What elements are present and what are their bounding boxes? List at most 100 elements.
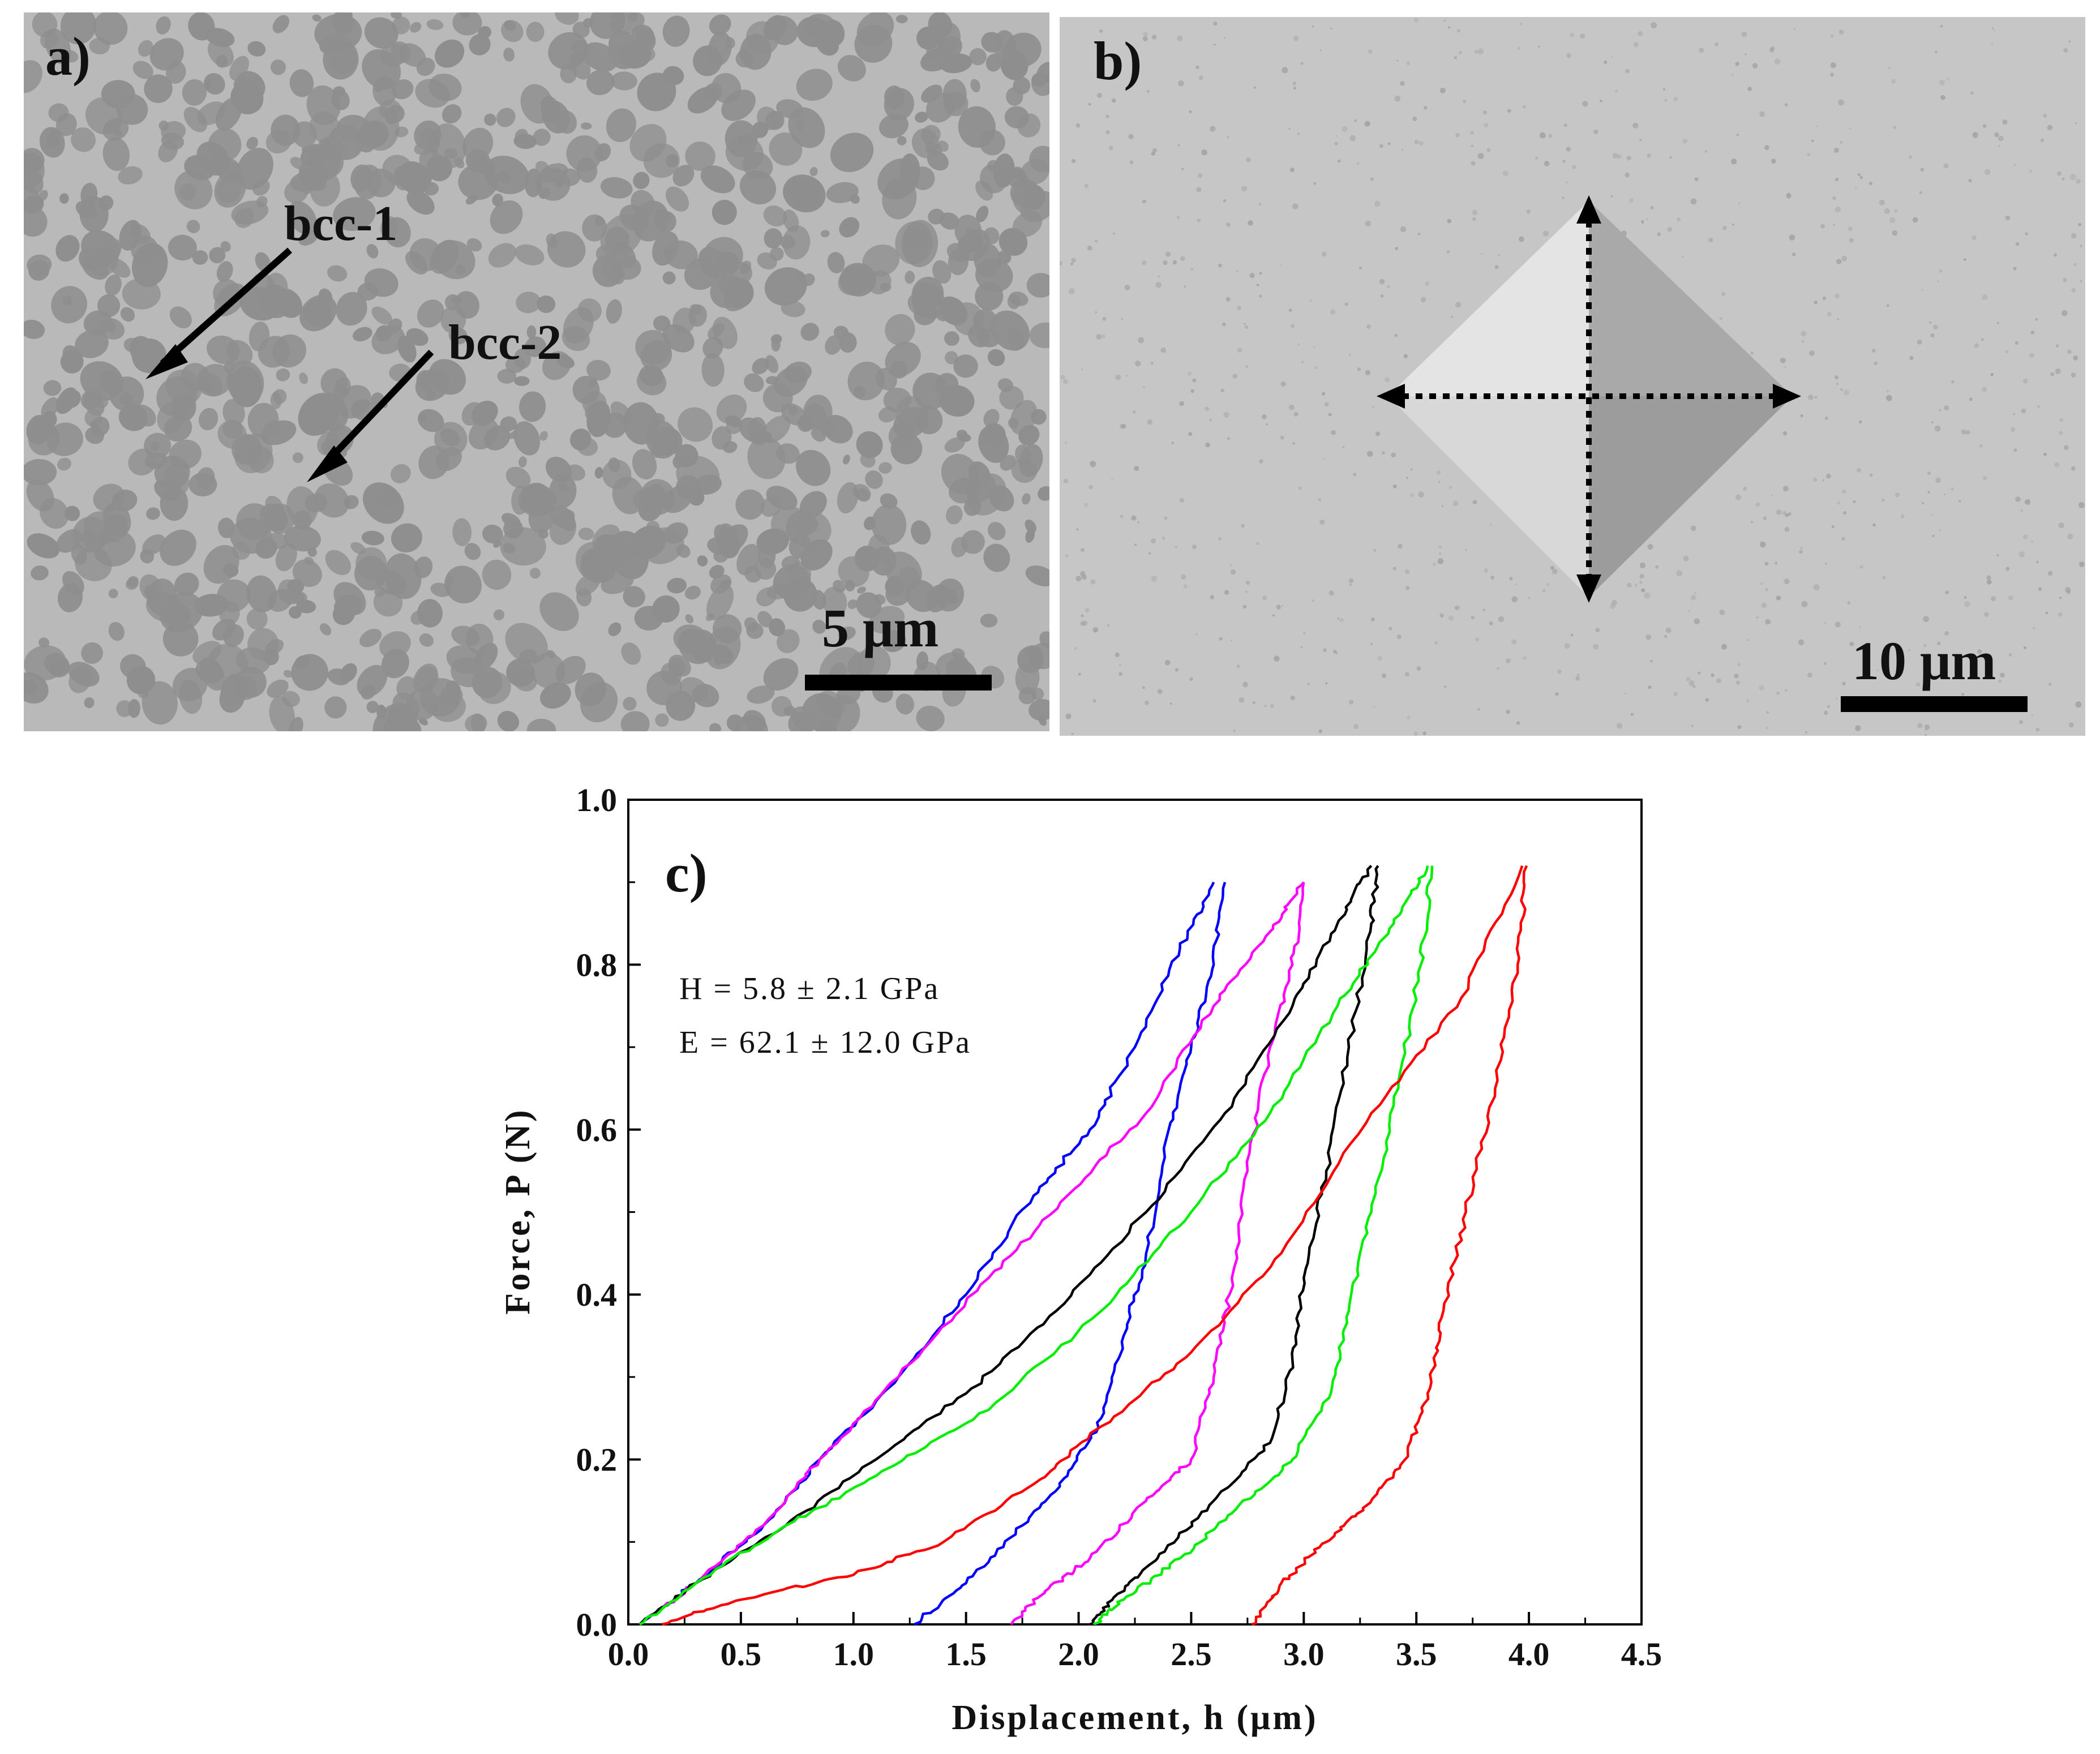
speckle <box>1552 569 1558 574</box>
y-axis-title: Force, P (N) <box>499 1108 537 1314</box>
particle <box>706 584 734 621</box>
speckle <box>1750 351 1754 355</box>
speckle <box>1576 674 1580 677</box>
speckle <box>1735 494 1742 500</box>
particle <box>222 419 243 439</box>
particle <box>271 114 301 146</box>
y-tick-label: 0.8 <box>576 946 618 983</box>
particle <box>768 618 786 637</box>
particle <box>169 306 192 329</box>
particle <box>980 614 998 628</box>
speckle <box>1210 126 1216 132</box>
speckle <box>2031 714 2033 716</box>
particle <box>390 464 411 483</box>
speckle <box>1784 526 1790 532</box>
speckle <box>1436 470 1441 475</box>
speckle <box>1225 297 1231 302</box>
x-tick-label: 1.0 <box>833 1636 875 1672</box>
speckle <box>1934 425 1941 432</box>
speckle <box>1312 25 1314 28</box>
particle <box>71 127 96 152</box>
speckle <box>1349 584 1352 586</box>
particle <box>586 70 615 96</box>
speckle <box>1827 705 1830 709</box>
speckle <box>1160 347 1167 353</box>
speckle <box>1142 260 1147 265</box>
particle <box>865 470 883 489</box>
particle <box>1022 493 1031 505</box>
particle <box>839 217 860 238</box>
particle <box>782 225 811 260</box>
particle <box>468 418 499 450</box>
particle <box>327 265 348 282</box>
particle <box>219 681 245 713</box>
particle <box>275 543 297 572</box>
speckle <box>1650 206 1654 210</box>
particle <box>667 431 678 442</box>
particle <box>304 556 314 565</box>
speckle <box>1205 442 1210 448</box>
particle <box>803 394 833 431</box>
arrowhead-up <box>1576 195 1601 224</box>
particle <box>662 15 690 47</box>
speckle <box>1698 671 1701 675</box>
x-tick-label: 2.5 <box>1171 1636 1212 1672</box>
particle <box>281 691 300 707</box>
particle <box>857 586 866 594</box>
particle <box>158 121 169 131</box>
speckle <box>1102 334 1105 338</box>
particle <box>704 83 723 101</box>
speckle <box>1437 558 1444 564</box>
speckle <box>1318 729 1323 734</box>
speckle <box>1927 491 1930 494</box>
speckle <box>1196 187 1202 192</box>
speckle <box>1715 42 1718 46</box>
particle <box>981 32 1003 53</box>
particle <box>164 415 192 442</box>
particle <box>24 184 42 215</box>
speckle <box>1396 634 1402 640</box>
particle <box>916 705 945 731</box>
speckle <box>1480 253 1483 255</box>
speckle <box>2035 727 2040 732</box>
speckle <box>1892 230 1898 236</box>
particle <box>655 713 669 727</box>
speckle <box>1395 247 1399 250</box>
particle <box>515 244 545 265</box>
particle <box>296 599 316 614</box>
speckle <box>1805 731 1808 734</box>
speckle <box>1837 318 1840 320</box>
speckle <box>1331 430 1336 435</box>
particle <box>765 355 779 374</box>
particle <box>944 331 959 346</box>
speckle <box>1761 602 1767 608</box>
speckle <box>1297 132 1300 135</box>
speckle <box>1245 580 1250 585</box>
speckle <box>1720 317 1723 320</box>
speckle <box>1520 23 1523 25</box>
particle <box>535 161 548 173</box>
speckle <box>1080 621 1085 626</box>
particle <box>837 55 866 82</box>
speckle <box>1769 47 1775 53</box>
particle <box>911 520 931 545</box>
speckle <box>1974 343 1979 348</box>
particle <box>556 354 575 368</box>
particle <box>702 337 723 359</box>
speckle <box>1118 672 1123 676</box>
particle <box>246 608 268 630</box>
particle <box>781 555 800 571</box>
particle <box>216 177 242 203</box>
speckle <box>1410 493 1414 498</box>
particle <box>515 128 528 143</box>
particle <box>858 645 891 680</box>
speckle <box>1638 31 1643 36</box>
particle <box>83 392 105 416</box>
speckle <box>1848 226 1853 231</box>
speckle <box>1760 542 1766 548</box>
particle <box>161 132 185 150</box>
speckle <box>1859 175 1863 179</box>
speckle <box>1924 724 1930 730</box>
speckle <box>1859 565 1863 569</box>
speckle <box>1325 682 1328 685</box>
